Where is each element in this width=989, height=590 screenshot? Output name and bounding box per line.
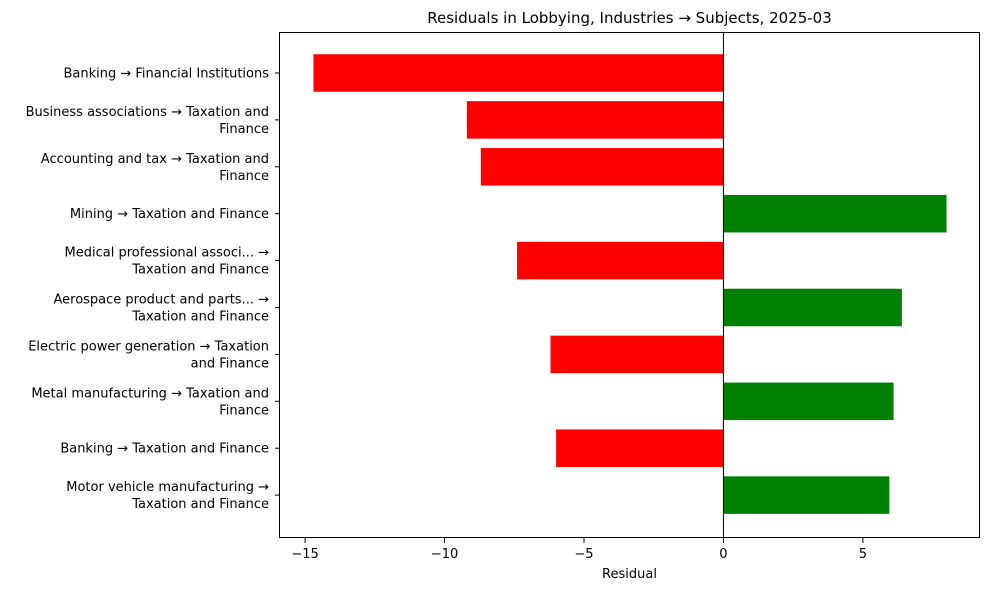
bar-1 <box>466 101 724 139</box>
category-label: Business associations → Taxation and Fina… <box>26 105 269 137</box>
x-tick-label: 0 <box>719 547 727 562</box>
x-tick-label: −10 <box>431 547 458 562</box>
x-tick-label: −5 <box>574 547 593 562</box>
category-label: Accounting and tax → Taxation and Finance <box>41 152 269 184</box>
bar-0 <box>313 54 724 92</box>
bar-4 <box>517 241 724 280</box>
category-label: Banking → Financial Institutions <box>63 67 269 82</box>
category-label: Motor vehicle manufacturing → Taxation an… <box>66 480 269 512</box>
bar-6 <box>550 335 724 374</box>
x-tick-label: −15 <box>291 547 318 562</box>
category-label: Medical professional associ... → Taxation… <box>65 246 270 278</box>
category-label: Aerospace product and parts... → Taxation… <box>53 293 269 325</box>
bar-9 <box>723 476 890 514</box>
bar-2 <box>480 148 724 186</box>
x-tick-label: 5 <box>859 547 867 562</box>
x-axis-label: Residual <box>602 567 657 582</box>
category-label: Banking → Taxation and Finance <box>60 442 269 457</box>
category-label: Electric power generation → Taxation and … <box>28 339 269 371</box>
category-label: Metal manufacturing → Taxation and Financ… <box>31 386 269 418</box>
x-axis: −15 −10 −5 0 5 <box>291 538 867 562</box>
category-label: Mining → Taxation and Finance <box>70 207 269 222</box>
bars-layer <box>313 54 947 514</box>
bar-5 <box>723 288 902 327</box>
plot-frame <box>279 32 980 538</box>
y-axis: Banking → Financial Institutions Business… <box>26 67 280 512</box>
bar-3 <box>723 194 947 233</box>
bar-8 <box>556 429 724 467</box>
chart-title: Residuals in Lobbying, Industries → Subj… <box>427 9 832 27</box>
bar-7 <box>723 382 894 421</box>
